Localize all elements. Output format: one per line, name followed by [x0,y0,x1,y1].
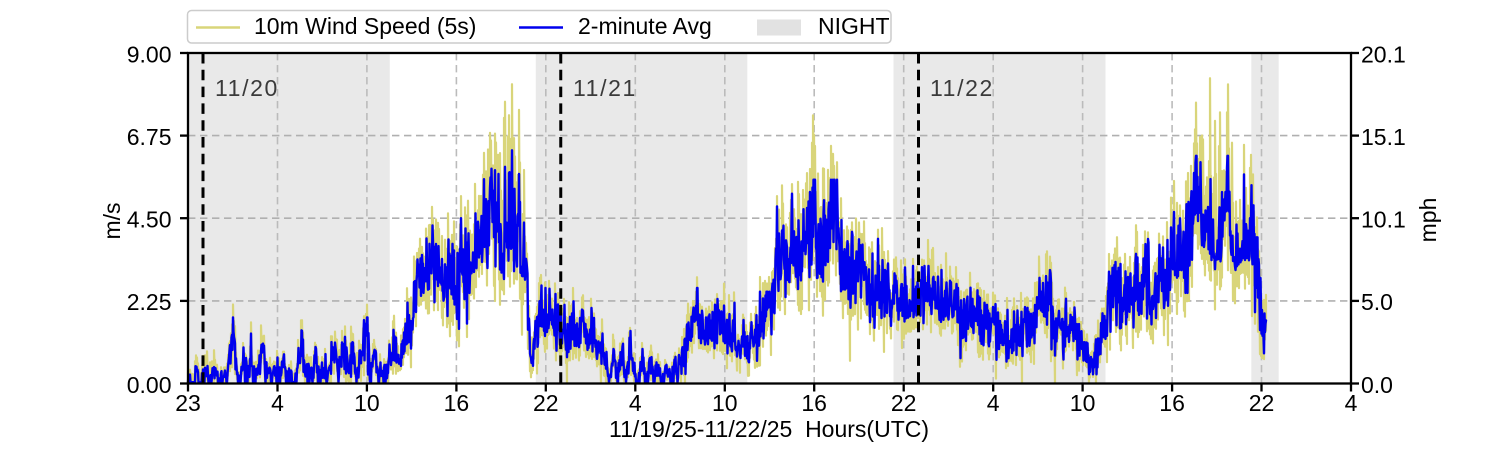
svg-text:16: 16 [1159,390,1185,416]
svg-text:4: 4 [629,390,642,416]
svg-text:16: 16 [801,390,827,416]
svg-text:22: 22 [533,390,559,416]
svg-text:11/20: 11/20 [215,75,279,101]
svg-text:15.1: 15.1 [1361,124,1406,150]
svg-text:4: 4 [1345,390,1358,416]
svg-text:20.1: 20.1 [1361,41,1406,67]
svg-text:11/22: 11/22 [930,75,994,101]
svg-text:2.25: 2.25 [127,289,172,315]
svg-text:16: 16 [444,390,470,416]
svg-text:4.50: 4.50 [127,207,172,233]
svg-text:4: 4 [271,390,284,416]
svg-text:mph: mph [1415,198,1441,243]
svg-text:10: 10 [1070,390,1096,416]
svg-text:6.75: 6.75 [127,124,172,150]
svg-text:23: 23 [175,390,201,416]
svg-text:22: 22 [1249,390,1275,416]
svg-text:0.0: 0.0 [1361,372,1393,398]
svg-text:11/19/25-11/22/25 Hours(UTC): 11/19/25-11/22/25 Hours(UTC) [609,416,929,442]
svg-text:4: 4 [987,390,1000,416]
svg-text:22: 22 [891,390,917,416]
svg-text:10: 10 [712,390,738,416]
svg-text:2-minute Avg: 2-minute Avg [578,13,712,39]
svg-text:0.00: 0.00 [127,372,172,398]
svg-text:m/s: m/s [99,202,125,239]
svg-text:NIGHT: NIGHT [818,13,890,39]
svg-text:5.0: 5.0 [1361,289,1393,315]
svg-text:10m Wind Speed (5s): 10m Wind Speed (5s) [254,13,476,39]
svg-text:10.1: 10.1 [1361,207,1406,233]
svg-text:11/21: 11/21 [573,75,637,101]
svg-text:10: 10 [354,390,380,416]
svg-text:9.00: 9.00 [127,41,172,67]
